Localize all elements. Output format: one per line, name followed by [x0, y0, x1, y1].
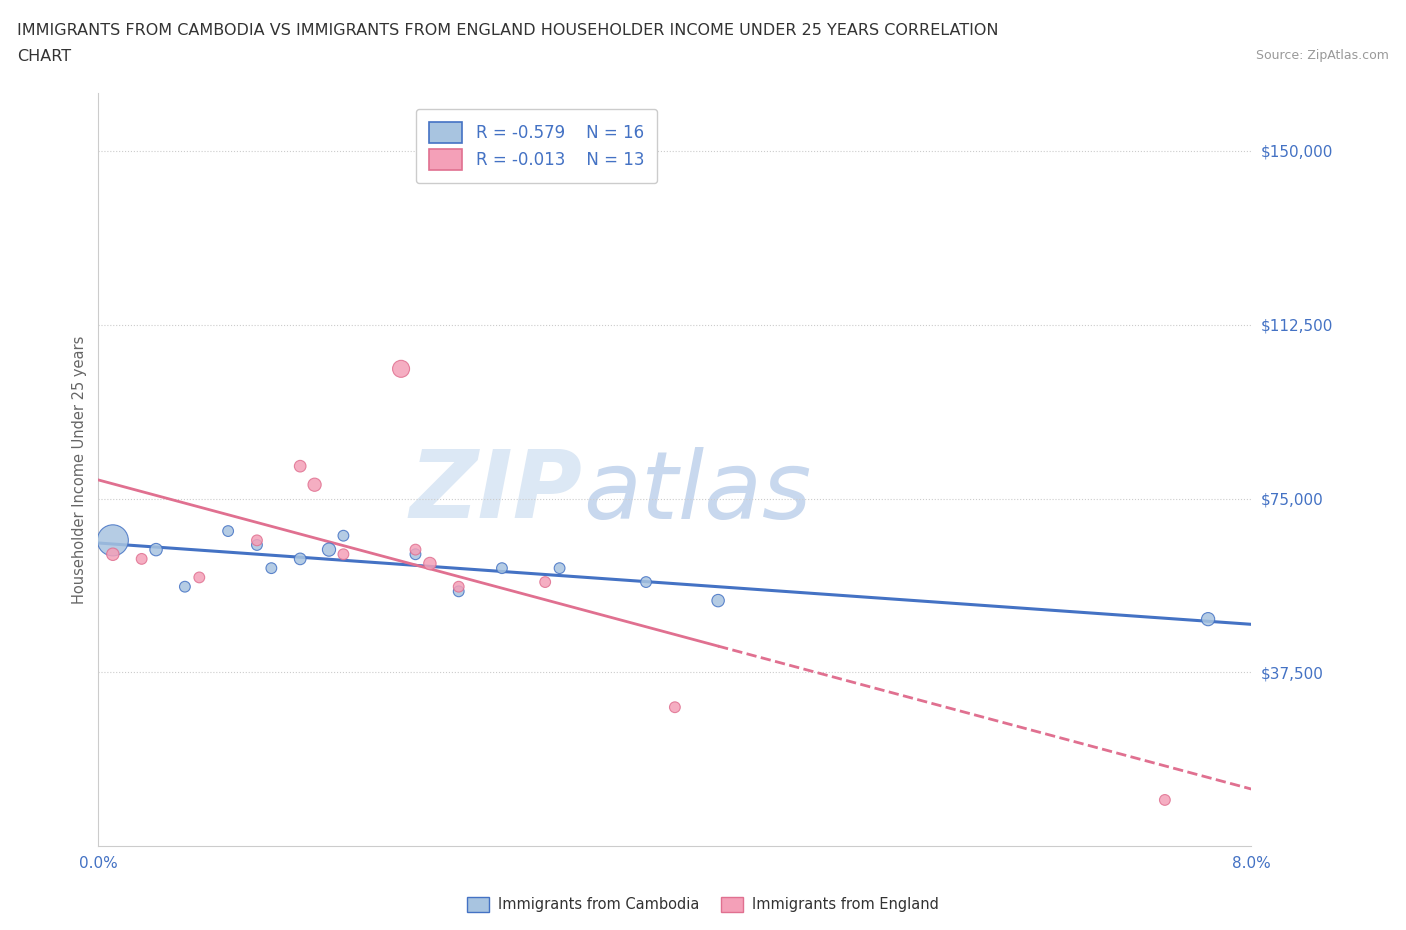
- Point: [389, 362, 412, 377]
- Point: [707, 593, 730, 608]
- Point: [174, 579, 197, 594]
- Text: CHART: CHART: [17, 49, 70, 64]
- Text: Source: ZipAtlas.com: Source: ZipAtlas.com: [1256, 49, 1389, 62]
- Point: [419, 556, 441, 571]
- Point: [405, 547, 427, 562]
- Point: [101, 533, 124, 548]
- Point: [290, 458, 312, 473]
- Text: atlas: atlas: [582, 446, 811, 538]
- Point: [290, 551, 312, 566]
- Point: [246, 538, 269, 552]
- Point: [246, 533, 269, 548]
- Point: [548, 561, 571, 576]
- Point: [491, 561, 513, 576]
- Text: ZIP: ZIP: [409, 446, 582, 538]
- Point: [405, 542, 427, 557]
- Point: [101, 547, 124, 562]
- Point: [636, 575, 658, 590]
- Legend: Immigrants from Cambodia, Immigrants from England: Immigrants from Cambodia, Immigrants fro…: [461, 891, 945, 918]
- Point: [1197, 612, 1219, 627]
- Point: [217, 524, 239, 538]
- Point: [145, 542, 167, 557]
- Point: [664, 699, 686, 714]
- Point: [188, 570, 211, 585]
- Point: [447, 584, 470, 599]
- Legend: R = -0.579    N = 16, R = -0.013    N = 13: R = -0.579 N = 16, R = -0.013 N = 13: [416, 109, 658, 183]
- Point: [534, 575, 557, 590]
- Point: [1154, 792, 1177, 807]
- Point: [332, 547, 354, 562]
- Point: [131, 551, 153, 566]
- Point: [318, 542, 340, 557]
- Y-axis label: Householder Income Under 25 years: Householder Income Under 25 years: [72, 336, 87, 604]
- Text: IMMIGRANTS FROM CAMBODIA VS IMMIGRANTS FROM ENGLAND HOUSEHOLDER INCOME UNDER 25 : IMMIGRANTS FROM CAMBODIA VS IMMIGRANTS F…: [17, 23, 998, 38]
- Point: [304, 477, 326, 492]
- Point: [447, 579, 470, 594]
- Point: [332, 528, 354, 543]
- Point: [260, 561, 283, 576]
